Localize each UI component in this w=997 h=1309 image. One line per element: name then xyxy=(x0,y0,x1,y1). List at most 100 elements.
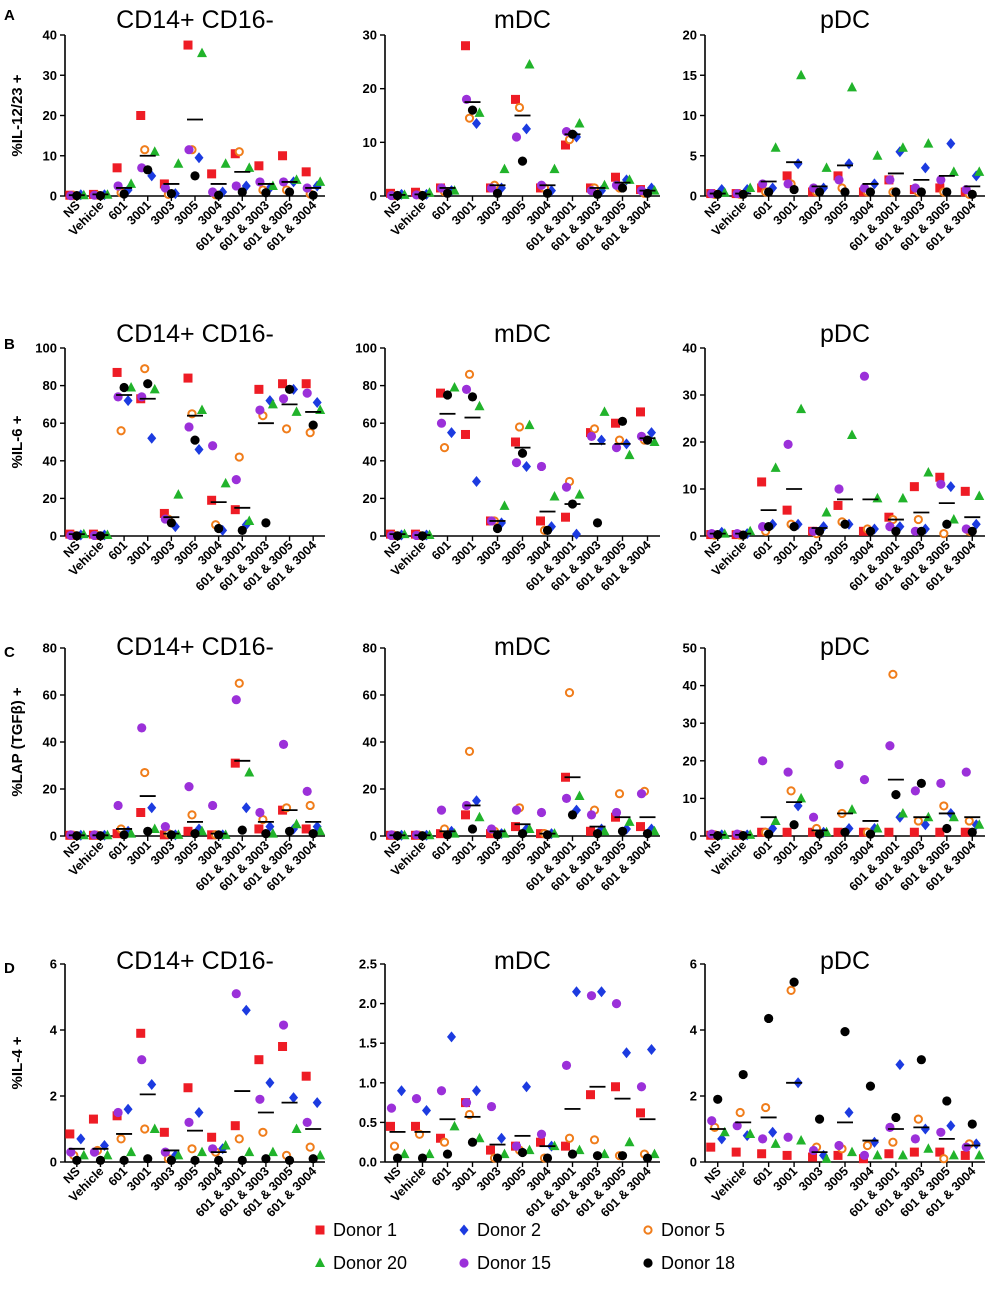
data-point xyxy=(960,486,970,496)
legend-label: Donor 1 xyxy=(333,1220,397,1240)
data-point xyxy=(241,1004,251,1016)
data-point xyxy=(267,398,278,409)
data-point xyxy=(758,756,768,766)
data-point xyxy=(913,1114,923,1124)
data-point xyxy=(302,1117,312,1127)
data-point xyxy=(214,190,224,200)
data-point xyxy=(302,388,312,398)
data-point xyxy=(859,371,870,381)
data-point xyxy=(524,419,535,430)
y-tick-label: 0 xyxy=(690,829,697,844)
data-point xyxy=(123,1103,133,1115)
data-point xyxy=(920,819,930,831)
data-point xyxy=(782,1150,792,1160)
data-point xyxy=(561,1060,572,1070)
data-point xyxy=(782,171,792,181)
data-point xyxy=(197,404,207,415)
data-point xyxy=(897,492,908,503)
data-point xyxy=(624,1136,635,1147)
data-point xyxy=(706,1142,716,1152)
data-point xyxy=(289,1092,299,1104)
data-point xyxy=(78,1149,89,1160)
x-tick-label: 3003 xyxy=(796,538,826,568)
data-point xyxy=(617,416,628,426)
data-point xyxy=(974,166,985,176)
data-point xyxy=(173,158,184,168)
data-point xyxy=(492,1153,503,1163)
data-point xyxy=(497,1132,506,1144)
y-tick-label: 2.5 xyxy=(359,957,377,972)
data-point xyxy=(95,1155,106,1165)
data-point xyxy=(536,461,547,472)
data-point xyxy=(624,816,635,826)
y-tick-label: 15 xyxy=(683,68,697,83)
data-point xyxy=(761,1102,771,1113)
data-point xyxy=(308,1154,318,1164)
data-point xyxy=(197,1146,207,1157)
data-point xyxy=(113,392,123,402)
data-point xyxy=(935,183,945,193)
data-point xyxy=(230,1121,240,1131)
data-point xyxy=(713,1094,723,1104)
data-point xyxy=(261,518,271,528)
data-point xyxy=(190,1155,200,1165)
data-point xyxy=(636,789,647,799)
data-point xyxy=(436,418,447,428)
y-tick-label: 6 xyxy=(50,957,57,972)
data-point xyxy=(713,529,723,540)
data-point xyxy=(126,178,137,188)
data-point xyxy=(449,381,460,392)
chart-title: mDC xyxy=(494,6,551,34)
data-point xyxy=(492,523,503,534)
data-point xyxy=(738,1069,748,1080)
data-point xyxy=(865,187,876,197)
data-point xyxy=(492,830,503,840)
data-point xyxy=(592,518,603,528)
data-point xyxy=(946,1120,956,1132)
data-point xyxy=(891,187,901,197)
data-point xyxy=(913,514,923,525)
data-point xyxy=(399,1148,410,1159)
data-point xyxy=(160,183,170,193)
data-point xyxy=(961,1142,971,1152)
data-point xyxy=(244,1146,255,1157)
x-tick-label: 3001 xyxy=(771,1164,801,1194)
y-tick-label: 20 xyxy=(683,435,697,450)
data-point xyxy=(467,105,478,115)
data-point xyxy=(255,405,265,415)
data-point xyxy=(840,827,850,837)
y-tick-label: 30 xyxy=(43,68,57,83)
data-point xyxy=(514,102,525,113)
data-point xyxy=(447,427,456,439)
data-point xyxy=(159,1127,169,1137)
data-point xyxy=(230,505,240,515)
data-point xyxy=(859,1150,870,1160)
data-point xyxy=(757,477,767,487)
data-point xyxy=(392,531,403,541)
data-point xyxy=(542,830,553,840)
data-point xyxy=(255,1094,265,1104)
data-point xyxy=(166,518,176,528)
data-point xyxy=(112,163,122,173)
data-point xyxy=(417,1153,428,1163)
data-point xyxy=(119,1155,129,1165)
y-tick-label: 10 xyxy=(43,148,57,163)
data-point xyxy=(948,811,959,822)
chart-title: CD14+ CD16- xyxy=(116,6,274,34)
data-point xyxy=(872,822,883,833)
data-point xyxy=(147,1078,157,1090)
data-point xyxy=(397,1085,406,1097)
data-point xyxy=(891,526,901,536)
data-point xyxy=(564,1133,575,1143)
data-point xyxy=(472,475,481,487)
data-point xyxy=(436,388,445,398)
chart-title: pDC xyxy=(820,320,870,348)
data-point xyxy=(65,1129,75,1139)
data-point xyxy=(417,190,428,201)
data-point xyxy=(472,118,481,130)
data-point xyxy=(281,424,292,434)
data-point xyxy=(137,723,147,733)
data-point xyxy=(149,146,160,156)
